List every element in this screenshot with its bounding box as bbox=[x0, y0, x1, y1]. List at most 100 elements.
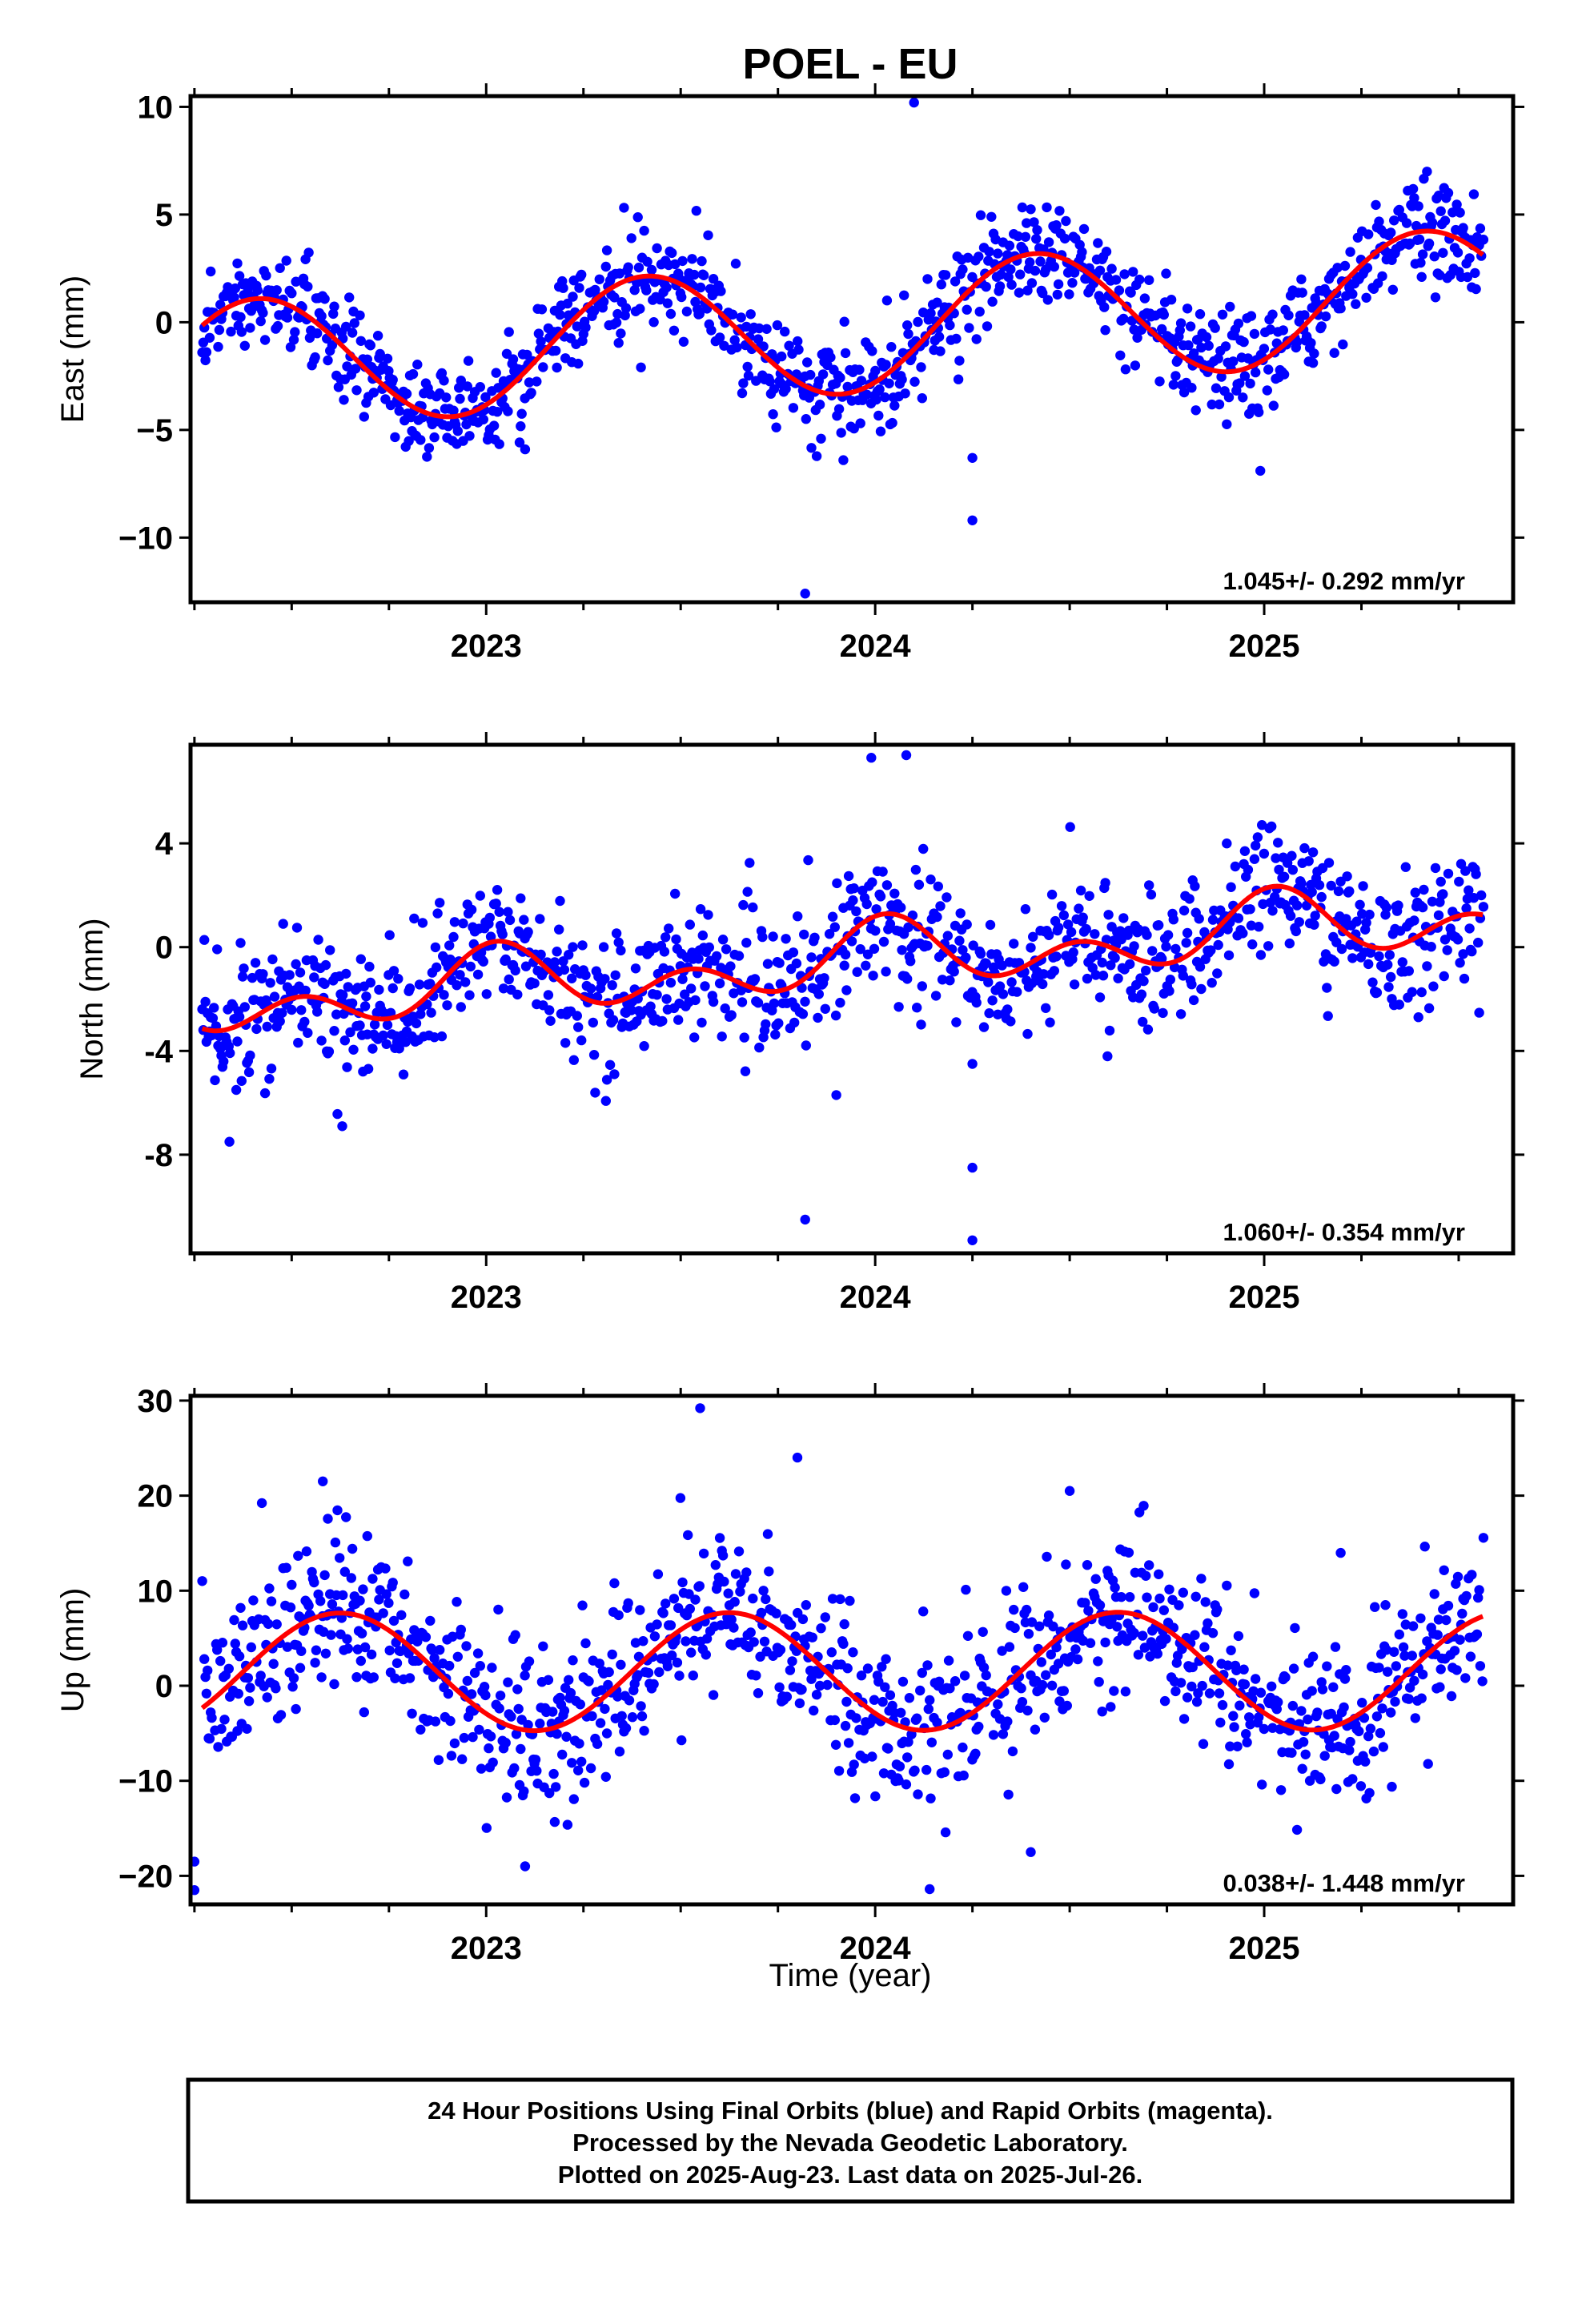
data-point bbox=[983, 977, 994, 987]
data-point bbox=[229, 1614, 239, 1626]
data-point bbox=[1283, 310, 1294, 320]
data-point bbox=[958, 1770, 969, 1781]
data-point bbox=[620, 310, 630, 321]
data-point bbox=[296, 1005, 307, 1015]
data-point bbox=[642, 256, 652, 267]
data-point bbox=[839, 1618, 849, 1630]
data-point bbox=[1233, 1630, 1244, 1642]
data-point bbox=[982, 321, 993, 332]
data-point bbox=[762, 959, 773, 969]
data-point bbox=[1336, 943, 1347, 955]
data-point bbox=[926, 1737, 938, 1747]
data-point bbox=[287, 1682, 298, 1692]
data-point bbox=[1363, 229, 1374, 239]
data-point bbox=[358, 1584, 368, 1594]
data-point bbox=[1267, 906, 1278, 916]
data-point bbox=[1368, 1746, 1379, 1757]
data-point bbox=[1399, 1651, 1410, 1661]
data-point bbox=[841, 1696, 852, 1707]
data-point bbox=[562, 298, 573, 309]
data-point bbox=[806, 443, 817, 453]
data-point bbox=[1120, 364, 1131, 375]
data-point bbox=[1443, 868, 1454, 879]
data-point bbox=[685, 1603, 695, 1614]
data-point bbox=[480, 1690, 491, 1701]
data-point bbox=[1301, 900, 1312, 911]
data-point bbox=[572, 321, 582, 332]
data-point bbox=[987, 296, 998, 307]
data-point bbox=[503, 406, 513, 416]
data-point bbox=[1296, 878, 1307, 889]
data-point bbox=[714, 332, 725, 343]
data-point bbox=[689, 269, 700, 280]
data-point bbox=[355, 310, 365, 320]
data-point bbox=[1186, 383, 1197, 393]
data-point bbox=[1347, 953, 1358, 963]
data-point bbox=[1245, 904, 1255, 915]
data-point bbox=[455, 393, 465, 404]
data-point bbox=[255, 316, 266, 327]
data-point bbox=[319, 979, 330, 990]
data-point bbox=[729, 1622, 739, 1633]
data-point bbox=[1335, 303, 1346, 314]
data-point bbox=[726, 1010, 737, 1020]
data-point bbox=[339, 1035, 350, 1046]
data-point bbox=[878, 936, 889, 947]
data-point bbox=[984, 247, 994, 257]
data-point bbox=[922, 940, 933, 951]
data-point bbox=[740, 1066, 751, 1076]
data-point bbox=[448, 931, 459, 943]
y-tick-label: 0 bbox=[155, 931, 173, 966]
data-point bbox=[362, 354, 372, 364]
y-tick-label: 0 bbox=[155, 1669, 173, 1704]
data-point bbox=[1004, 240, 1015, 251]
data-point bbox=[832, 878, 842, 889]
data-point bbox=[684, 1589, 694, 1599]
data-point bbox=[932, 911, 942, 923]
data-point bbox=[562, 1819, 573, 1830]
data-point bbox=[462, 381, 472, 392]
data-point bbox=[1374, 951, 1384, 962]
data-point bbox=[1074, 903, 1084, 914]
data-point bbox=[600, 1096, 611, 1106]
data-point bbox=[494, 1703, 504, 1714]
data-point bbox=[648, 1679, 659, 1690]
y-tick-label: 5 bbox=[155, 198, 173, 233]
data-point bbox=[1475, 1661, 1486, 1671]
data-point bbox=[1129, 324, 1139, 335]
data-point bbox=[237, 971, 248, 982]
data-point bbox=[772, 320, 783, 331]
data-point bbox=[710, 1560, 721, 1570]
data-point bbox=[416, 1724, 426, 1735]
data-point bbox=[508, 354, 519, 364]
data-point bbox=[994, 281, 1006, 292]
data-point bbox=[1471, 283, 1481, 295]
data-point bbox=[500, 1738, 511, 1748]
data-point bbox=[247, 972, 258, 983]
data-point bbox=[544, 1005, 555, 1015]
data-point bbox=[304, 332, 315, 344]
data-point bbox=[1002, 1004, 1013, 1015]
data-point bbox=[1273, 1697, 1283, 1707]
data-point bbox=[1419, 884, 1429, 895]
data-point bbox=[1094, 265, 1106, 275]
data-point bbox=[1473, 937, 1484, 948]
data-point bbox=[985, 919, 996, 931]
outlier-point bbox=[831, 1090, 841, 1100]
data-point bbox=[630, 963, 641, 974]
data-point bbox=[1263, 364, 1274, 375]
data-point bbox=[552, 362, 562, 373]
data-point bbox=[1161, 1634, 1171, 1644]
data-point bbox=[400, 1037, 411, 1047]
data-point bbox=[432, 962, 442, 973]
data-point bbox=[1010, 1622, 1020, 1634]
data-point bbox=[1439, 215, 1451, 226]
data-point bbox=[1371, 1711, 1383, 1722]
data-point bbox=[1094, 1600, 1106, 1610]
data-point bbox=[1110, 1582, 1120, 1593]
data-point bbox=[950, 1676, 961, 1687]
data-point bbox=[753, 1688, 764, 1699]
data-point bbox=[955, 908, 966, 919]
data-point bbox=[487, 1663, 497, 1673]
data-point bbox=[932, 297, 942, 308]
